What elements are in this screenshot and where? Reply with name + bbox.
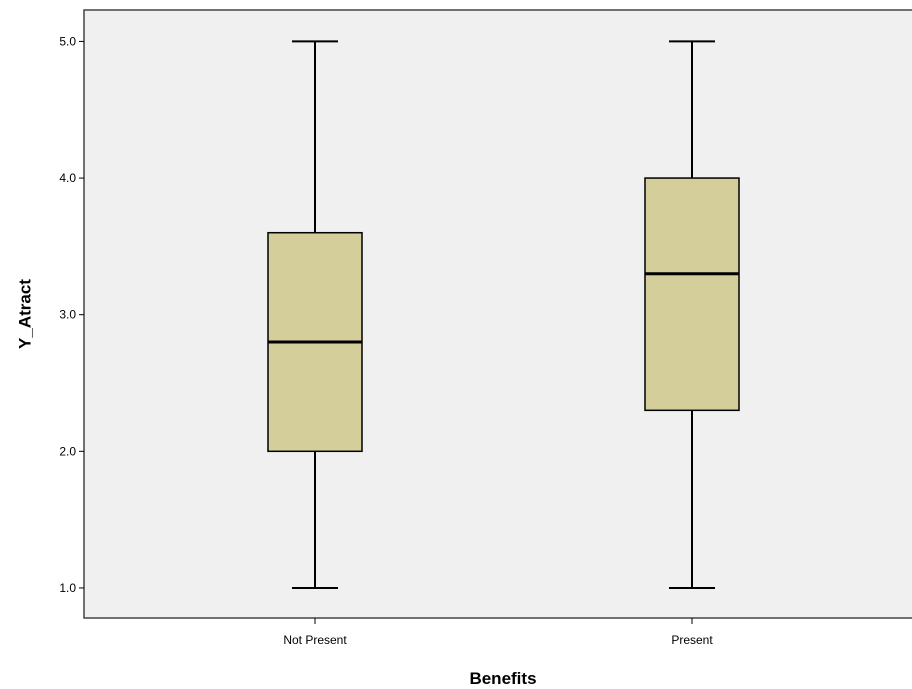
boxes-layer: [267, 40, 740, 589]
y-tick-label: 2.0: [59, 444, 76, 458]
x-axis: Not Present Present: [283, 618, 713, 647]
x-axis-title: Benefits: [469, 669, 536, 688]
x-tick-label: Not Present: [283, 633, 347, 647]
iqr-box: [644, 177, 740, 412]
y-axis: 1.0 2.0 3.0 4.0 5.0: [59, 34, 84, 595]
y-tick-label: 5.0: [59, 34, 76, 48]
plot-area: [83, 9, 912, 619]
y-axis-title: Y_Atract: [15, 279, 34, 349]
y-tick-label: 1.0: [59, 581, 76, 595]
y-tick-label: 4.0: [59, 171, 76, 185]
box-1: [267, 40, 363, 589]
box-2: [644, 40, 740, 589]
x-tick-label: Present: [671, 633, 713, 647]
y-tick-label: 3.0: [59, 308, 76, 322]
